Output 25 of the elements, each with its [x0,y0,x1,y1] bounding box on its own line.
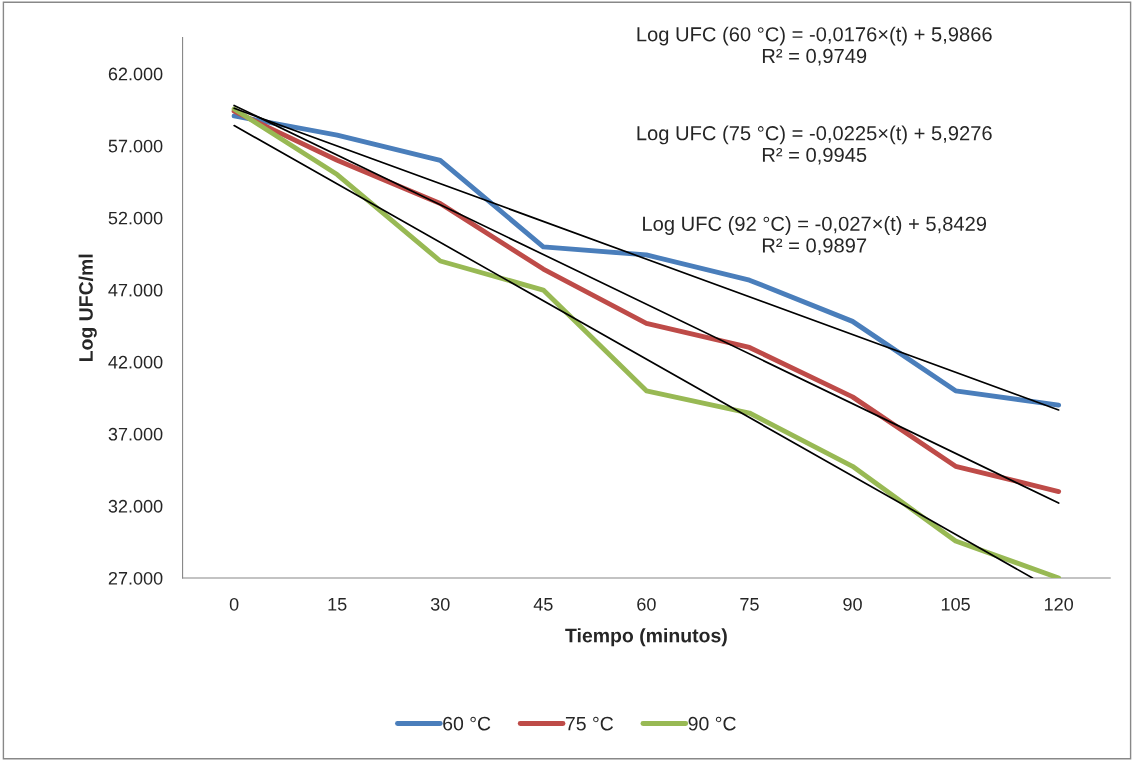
x-tick-label: 30 [430,597,450,611]
annotation: Log UFC (92 °C) = -0,027×(t) + 5,8429 R² = 0,9897 [643,216,987,255]
legend-label: 75 °C [565,716,614,731]
y-tick-label: 42.000 [108,355,163,369]
y-tick-label: 57.000 [108,139,163,153]
x-tick-label: 105 [941,597,970,611]
annotation: Log UFC (75 °C) = -0,0225×(t) + 5,9276 R² = 0,9945 [637,125,992,165]
y-tick-label: 47.000 [108,283,163,297]
y-tick-label: 27.000 [108,571,163,585]
y-axis-title: Log UFC/ml [78,254,97,362]
y-tick-label: 32.000 [108,499,163,513]
x-tick-label: 0 [229,597,239,611]
legend-label: 60 °C [443,716,491,731]
x-tick-label: 45 [533,598,553,611]
x-tick-label: 15 [328,598,347,611]
y-tick-label: 62.000 [108,67,163,81]
x-tick-label: 75 [740,598,759,611]
x-axis-title: Tiempo (minutos) [565,628,727,647]
annotation: Log UFC (60 °C) = -0,0176×(t) + 5,9866 R² = 0,9749 [637,26,992,66]
legend-label: 90 °C [688,716,736,731]
y-tick-label: 52.000 [108,211,163,225]
x-tick-label: 120 [1044,597,1074,611]
x-tick-label: 60 [637,597,656,611]
x-tick-label: 90 [843,597,862,611]
y-tick-label: 37.000 [108,427,163,441]
